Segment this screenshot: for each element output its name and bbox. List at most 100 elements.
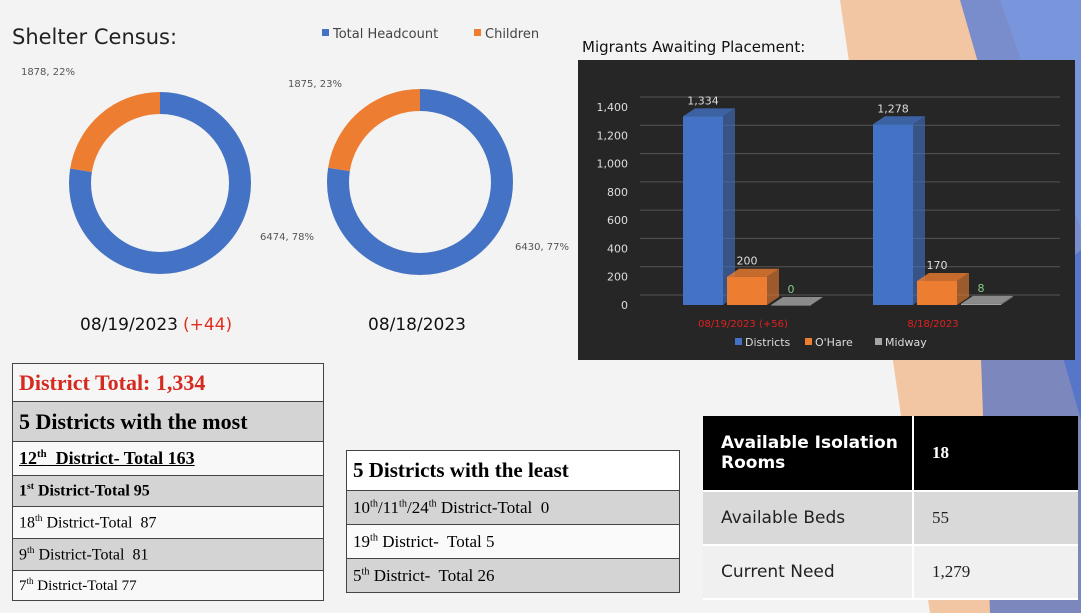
table-cell: 12th District- Total 163 bbox=[12, 441, 324, 476]
row-value: 55 bbox=[913, 491, 1078, 546]
cell-text: 5 bbox=[353, 565, 362, 585]
legend-label: O'Hare bbox=[815, 336, 853, 349]
table-total: District Total: 1,334 bbox=[12, 363, 324, 402]
cell-text: th bbox=[370, 497, 378, 509]
data-label: 0 bbox=[788, 283, 795, 296]
legend-swatch bbox=[735, 338, 742, 345]
cell-text: 10 bbox=[353, 497, 370, 517]
y-tick-label: 800 bbox=[607, 186, 628, 199]
row: 5 Districts with the most bbox=[12, 401, 324, 442]
cell-text: 19 bbox=[353, 531, 370, 551]
row: 5 Districts with the least bbox=[346, 450, 680, 491]
donut-segment bbox=[69, 92, 251, 274]
bar-side bbox=[913, 116, 925, 305]
row-label: Available Isolation Rooms bbox=[703, 416, 914, 492]
row: 18th District-Total 87 bbox=[12, 506, 324, 539]
y-tick-label: 1,200 bbox=[597, 129, 629, 142]
bar-side bbox=[723, 108, 735, 305]
bar-side bbox=[957, 272, 969, 305]
bar bbox=[771, 305, 811, 306]
table-cell: 1st District-Total 95 bbox=[12, 475, 324, 507]
row: 5th District- Total 26 bbox=[346, 558, 680, 593]
cell-text: /11 bbox=[377, 497, 400, 517]
bar-top bbox=[961, 295, 1013, 304]
legend-swatch bbox=[474, 29, 481, 36]
x-tick-label: 08/19/2023 (+56) bbox=[698, 319, 788, 330]
data-label: 1878, 22% bbox=[21, 67, 75, 78]
least-table: 5 Districts with the least 10th/11th/24th… bbox=[346, 450, 680, 593]
bar-top bbox=[771, 297, 823, 305]
table-cell: 18th District-Total 87 bbox=[12, 506, 324, 539]
y-tick-label: 200 bbox=[607, 271, 628, 284]
row: Available Beds 55 bbox=[703, 491, 1078, 546]
cell-text: th bbox=[37, 448, 47, 460]
chart-title: 08/19/2023 (+44) bbox=[80, 315, 232, 335]
most-table: District Total: 1,334 5 Districts with th… bbox=[12, 363, 324, 601]
cell-text: th bbox=[361, 565, 370, 577]
bar bbox=[961, 303, 1001, 305]
legend-swatch bbox=[875, 338, 882, 345]
cell-text: th bbox=[399, 497, 407, 509]
table-header: 5 Districts with the most bbox=[12, 401, 324, 442]
y-tick-label: 1,000 bbox=[597, 158, 629, 171]
bar-top bbox=[727, 268, 779, 277]
beds-table: Available Isolation Rooms 18 Available Bed… bbox=[703, 416, 1078, 600]
bar bbox=[727, 276, 767, 305]
x-tick-label: 8/18/2023 bbox=[907, 319, 958, 330]
row: Current Need 1,279 bbox=[703, 545, 1078, 600]
row: Available Isolation Rooms 18 bbox=[703, 416, 1078, 492]
chart-title: 08/18/2023 bbox=[368, 315, 466, 335]
y-tick-label: 1,400 bbox=[597, 101, 629, 114]
date: 08/19/2023 bbox=[80, 315, 178, 335]
cell-text: th bbox=[27, 544, 35, 556]
date: 08/18/2023 bbox=[368, 315, 466, 335]
row: 9th District-Total 81 bbox=[12, 538, 324, 571]
data-label: 8 bbox=[978, 282, 985, 295]
cell-text: th bbox=[35, 512, 43, 524]
row: 10th/11th/24th District-Total 0 bbox=[346, 490, 680, 525]
cell-text: 12 bbox=[19, 448, 37, 468]
cell-text: District-Total 95 bbox=[33, 482, 150, 500]
cell-text: 1 bbox=[19, 482, 27, 500]
legend-swatch bbox=[805, 338, 812, 345]
cell-text: 9 bbox=[19, 546, 27, 564]
cell-text: District-Total 87 bbox=[42, 514, 157, 532]
row: District Total: 1,334 bbox=[12, 363, 324, 402]
row-value: 18 bbox=[913, 416, 1078, 492]
chart-title: Migrants Awaiting Placement: bbox=[582, 38, 805, 56]
bar-top bbox=[917, 272, 969, 281]
legend-label: Districts bbox=[745, 336, 791, 349]
legend-label: Midway bbox=[885, 336, 927, 349]
data-label: 6474, 78% bbox=[260, 232, 314, 243]
legend-label: Children bbox=[485, 27, 539, 42]
cell-text: th bbox=[428, 497, 437, 509]
legend-label: Total Headcount bbox=[332, 27, 438, 42]
table-cell: 19th District- Total 5 bbox=[346, 524, 680, 559]
cell-text: District-Total 0 bbox=[436, 497, 550, 517]
y-tick-label: 400 bbox=[607, 242, 628, 255]
row-value: 1,279 bbox=[913, 545, 1078, 600]
cell-text: st bbox=[27, 481, 34, 493]
data-label: 1,334 bbox=[687, 94, 719, 107]
data-label: 1,278 bbox=[877, 102, 909, 115]
bar-side bbox=[767, 268, 779, 305]
bar bbox=[683, 116, 723, 305]
annotation: (+44) bbox=[183, 315, 232, 335]
table-cell: 5th District- Total 26 bbox=[346, 558, 680, 593]
row: 7th District-Total 77 bbox=[12, 570, 324, 601]
data-label: 200 bbox=[737, 255, 758, 268]
cell-text: District- Total 163 bbox=[46, 448, 195, 468]
bar-side bbox=[1001, 295, 1013, 305]
row-label: Current Need bbox=[703, 545, 914, 600]
cell-text: District-Total 77 bbox=[33, 578, 137, 594]
table-cell: 9th District-Total 81 bbox=[12, 538, 324, 571]
table-header: 5 Districts with the least bbox=[346, 450, 680, 491]
donut-segment bbox=[327, 89, 513, 275]
row: 12th District- Total 163 bbox=[12, 441, 324, 476]
cell-text: th bbox=[370, 531, 378, 543]
cell-text: th bbox=[26, 576, 34, 586]
row-label: Available Beds bbox=[703, 491, 914, 546]
data-label: 6430, 77% bbox=[515, 242, 569, 253]
slide-title: Shelter Census: bbox=[12, 25, 177, 49]
